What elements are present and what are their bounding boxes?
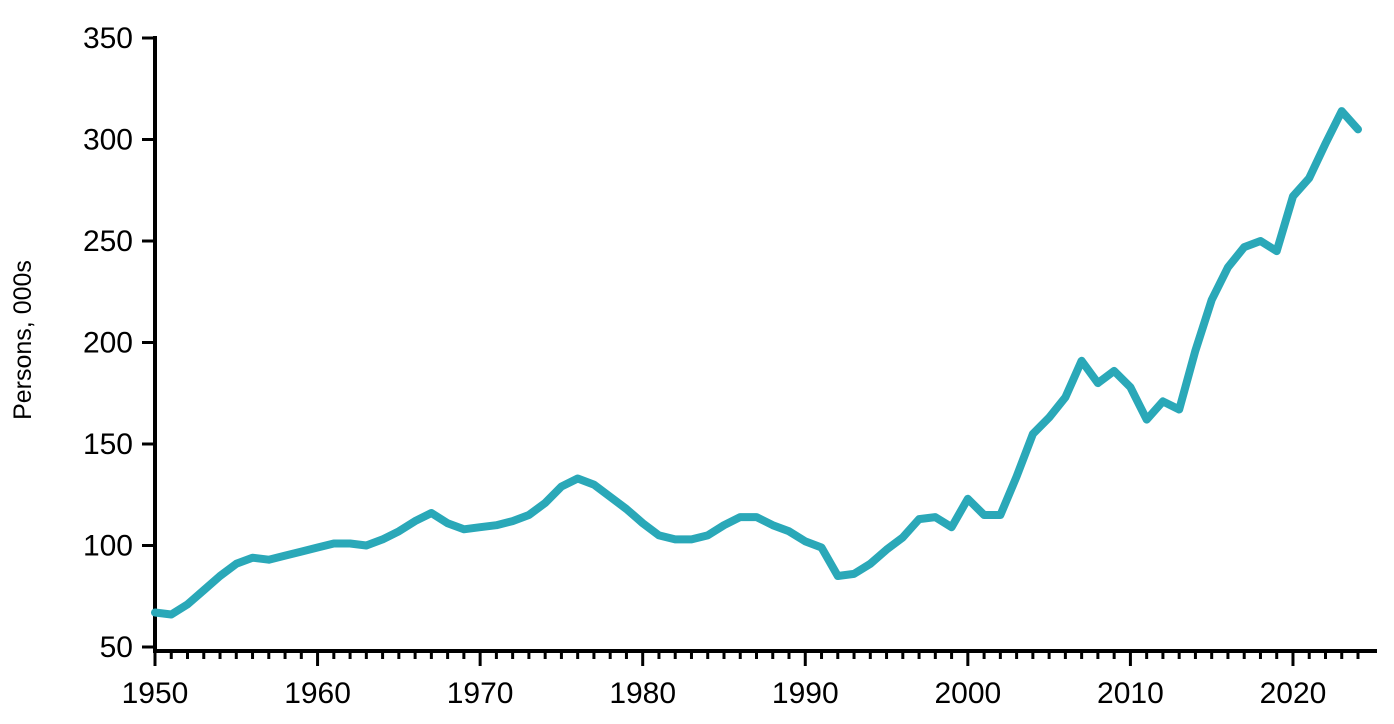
y-tick-label: 350 bbox=[83, 22, 133, 55]
x-tick-label: 1980 bbox=[609, 677, 676, 710]
x-tick-label: 2020 bbox=[1260, 677, 1327, 710]
y-tick-label: 300 bbox=[83, 124, 133, 157]
x-tick-label: 2000 bbox=[934, 677, 1001, 710]
data-series-line bbox=[151, 107, 1362, 619]
y-axis-title: Persons, 000s bbox=[9, 260, 37, 420]
y-tick-label: 150 bbox=[83, 428, 133, 461]
y-tick-label: 50 bbox=[100, 631, 133, 664]
x-tick-label: 1970 bbox=[447, 677, 514, 710]
x-axis: 1950 1960 1970 1980 1990 2000 2010 2020 bbox=[122, 649, 1377, 710]
y-axis: 50 100 150 200 250 300 350 bbox=[83, 22, 157, 664]
x-tick-label: 1960 bbox=[284, 677, 351, 710]
axes-group: 50 100 150 200 250 300 350 1950 1960 1970 1980 1990… bbox=[83, 22, 1377, 710]
x-tick-label: 1990 bbox=[772, 677, 839, 710]
series-group bbox=[151, 107, 1362, 619]
y-tick-label: 200 bbox=[83, 327, 133, 360]
x-tick-label: 2010 bbox=[1097, 677, 1164, 710]
y-tick-label: 100 bbox=[83, 530, 133, 563]
y-tick-label: 250 bbox=[83, 225, 133, 258]
x-tick-label: 1950 bbox=[122, 677, 189, 710]
